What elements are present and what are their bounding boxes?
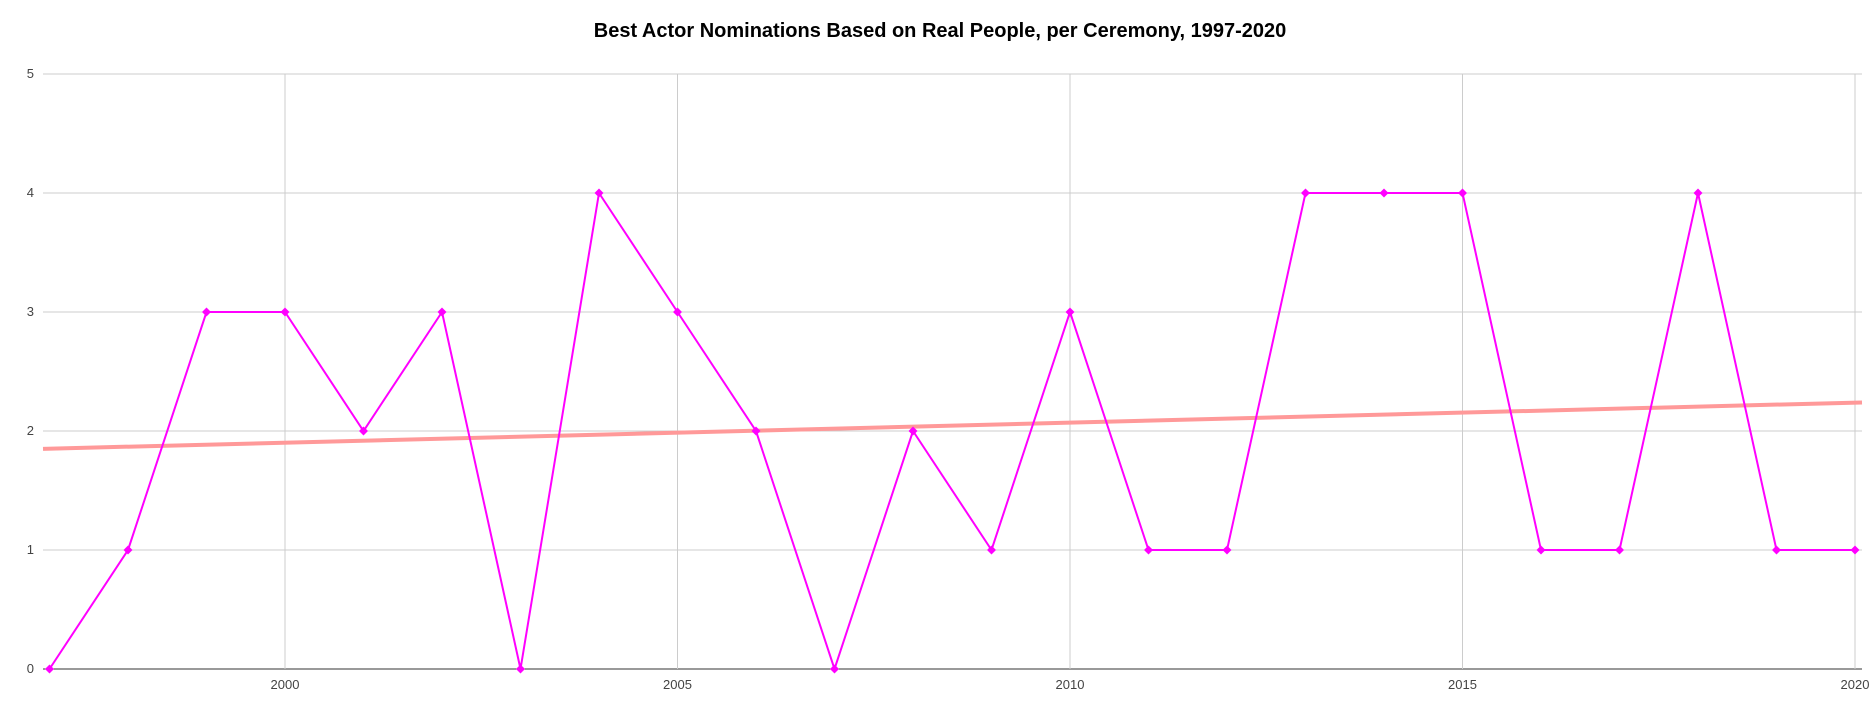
data-point-marker [751, 426, 761, 436]
y-tick-label: 1 [27, 542, 34, 557]
data-point-marker [1065, 307, 1075, 317]
data-point-marker [1615, 545, 1624, 555]
series [45, 188, 1860, 674]
data-point-marker [516, 664, 525, 674]
data-point-marker [1772, 545, 1781, 555]
data-point-marker [1536, 545, 1546, 555]
x-tick-label: 2010 [1056, 677, 1085, 692]
y-tick-label: 5 [27, 66, 34, 81]
x-axis: 2000 2005 2010 2015 2020 [271, 677, 1870, 692]
data-point-marker [830, 664, 839, 674]
data-point-marker [1850, 545, 1860, 555]
data-point-marker [123, 545, 133, 555]
x-tick-label: 2020 [1841, 677, 1870, 692]
trendline-line [42, 400, 1863, 451]
trendline [42, 400, 1863, 451]
y-tick-label: 2 [27, 423, 34, 438]
data-point-marker [359, 426, 368, 436]
data-point-marker [908, 426, 918, 436]
data-point-marker [987, 545, 996, 555]
data-point-marker [280, 307, 290, 317]
data-point-marker [202, 307, 211, 317]
x-tick-label: 2000 [271, 677, 300, 692]
x-tick-label: 2015 [1448, 677, 1477, 692]
y-axis: 0 1 2 3 4 5 [27, 66, 34, 676]
series-line [48, 190, 1855, 673]
data-point-marker [1693, 188, 1703, 198]
data-point-marker [45, 664, 54, 674]
data-point-marker [594, 188, 604, 198]
chart-title: Best Actor Nominations Based on Real Peo… [594, 20, 1286, 42]
data-point-marker [1144, 545, 1153, 555]
grid [43, 73, 1862, 670]
data-point-marker [1458, 188, 1467, 198]
data-point-marker [673, 307, 682, 317]
data-point-marker [1379, 188, 1389, 198]
y-tick-label: 3 [27, 304, 34, 319]
data-point-marker [437, 307, 447, 317]
x-tick-label: 2005 [663, 677, 692, 692]
data-point-marker [1222, 545, 1232, 555]
y-tick-label: 4 [27, 185, 34, 200]
data-point-marker [1301, 188, 1310, 198]
y-tick-label: 0 [27, 661, 34, 676]
